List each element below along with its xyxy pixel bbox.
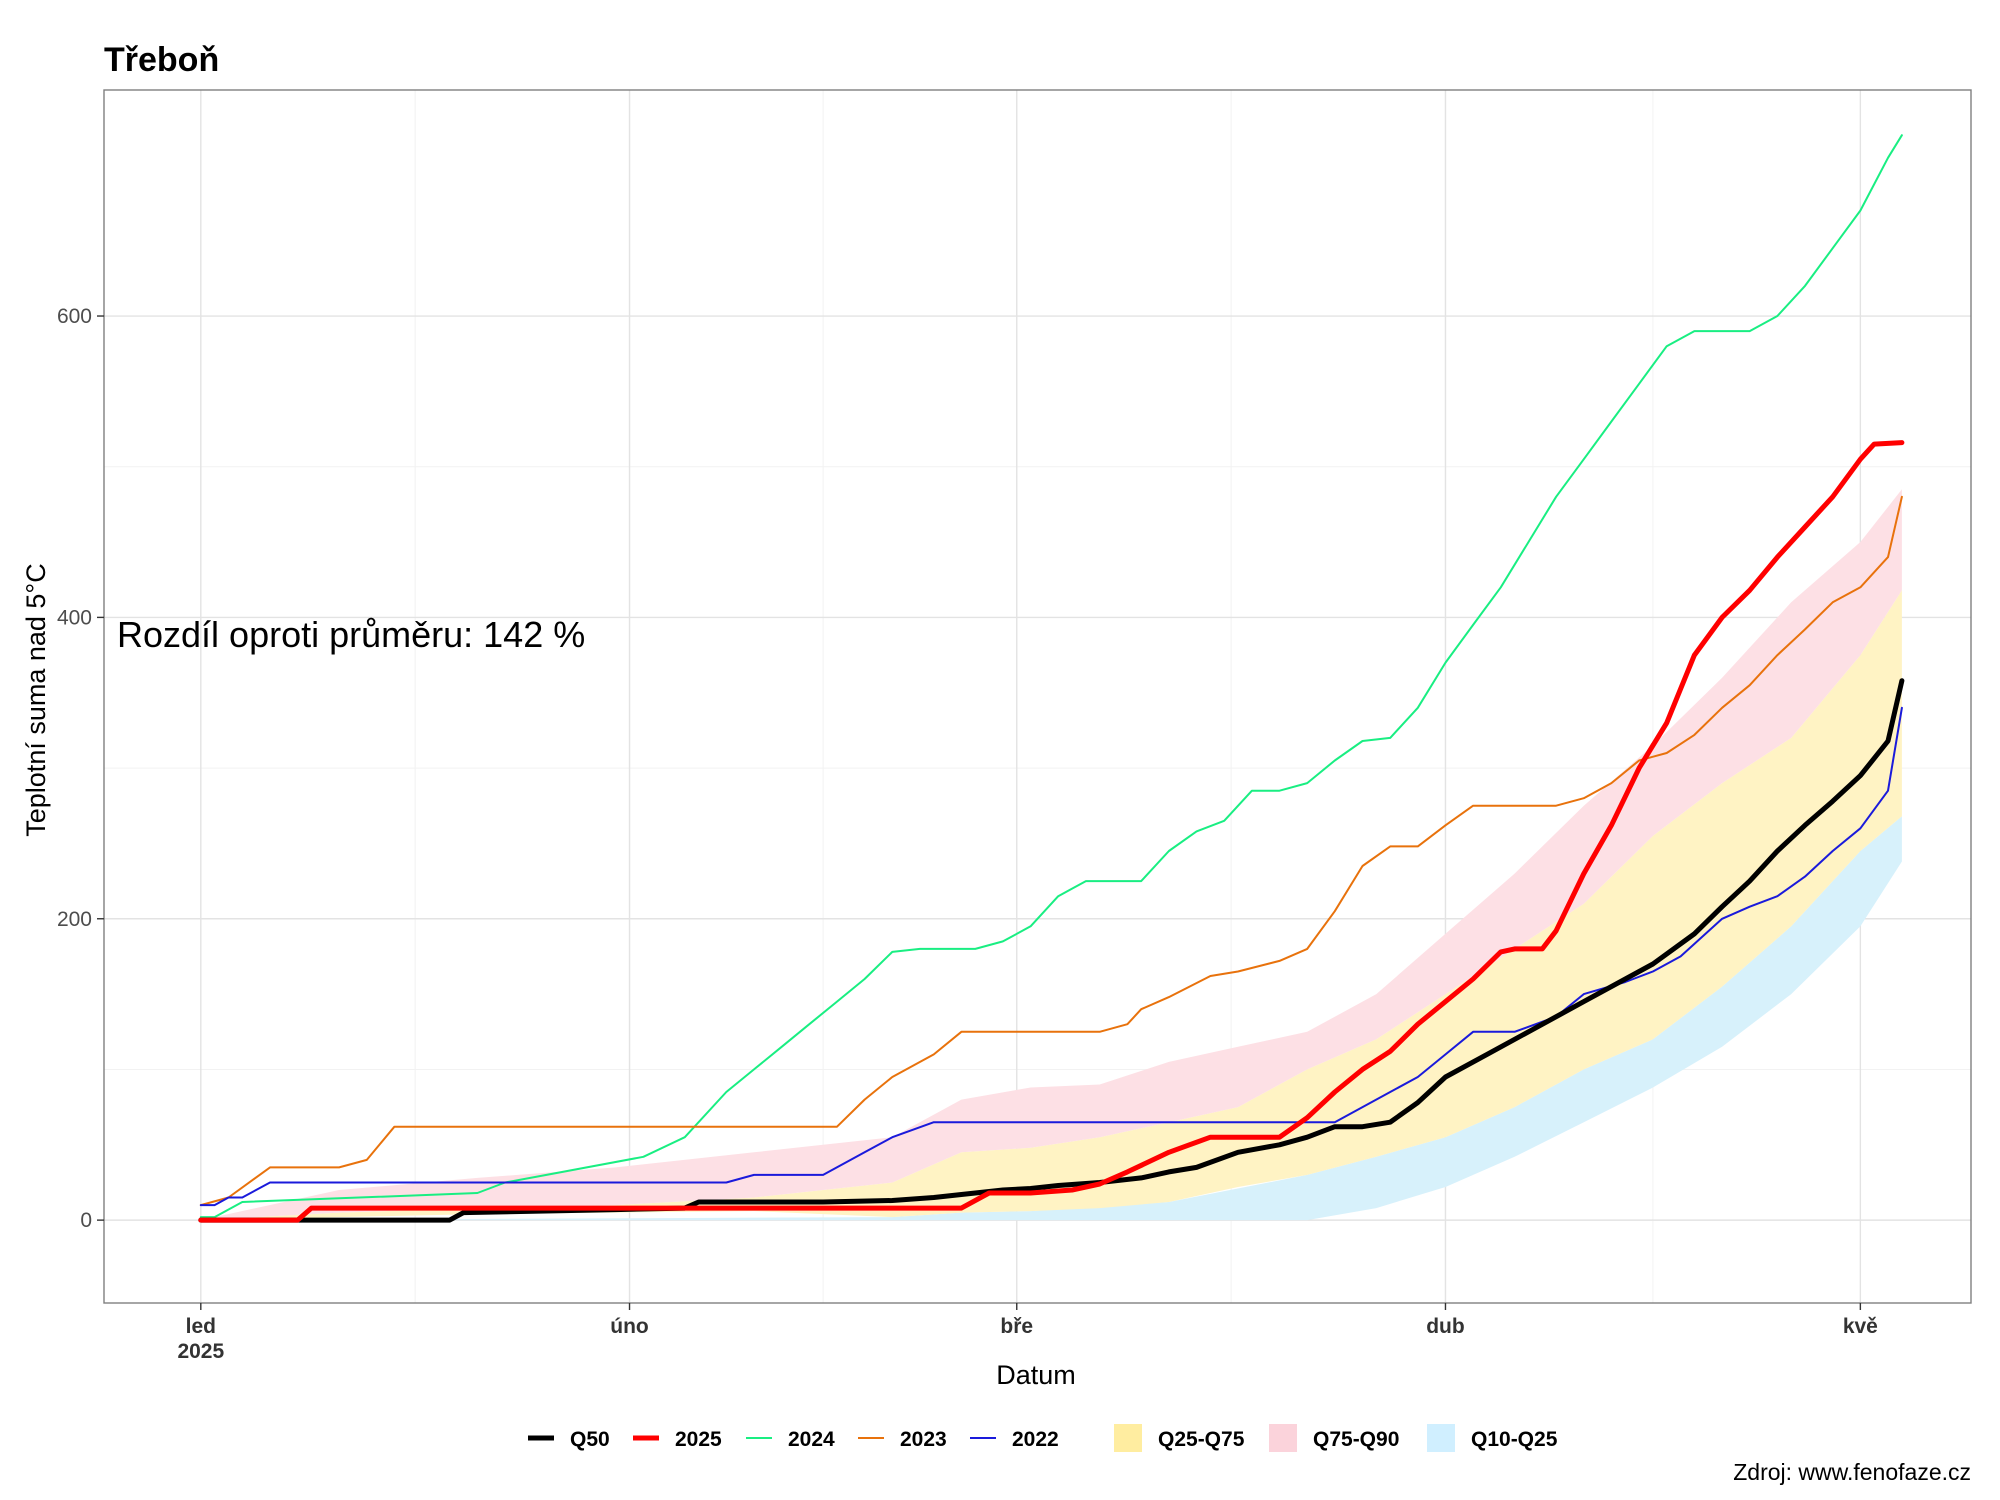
y-tick-label: 400 xyxy=(57,606,92,629)
y-tick-label: 200 xyxy=(57,908,92,931)
x-tick-year-label: 2025 xyxy=(177,1340,224,1363)
legend-label: Q75-Q90 xyxy=(1313,1428,1399,1451)
x-tick-label: úno xyxy=(610,1315,648,1338)
legend-key-q75-q90 xyxy=(1269,1424,1297,1452)
source-credit: Zdroj: www.fenofaze.cz xyxy=(1733,1459,1971,1485)
legend-label: Q25-Q75 xyxy=(1158,1428,1245,1451)
legend-key-q10-q25 xyxy=(1427,1424,1455,1452)
x-tick-label: bře xyxy=(1000,1315,1033,1338)
legend-label: 2023 xyxy=(900,1428,947,1451)
legend-label: 2024 xyxy=(788,1428,835,1451)
legend-label: Q10-Q25 xyxy=(1471,1428,1558,1451)
series-line-q50 xyxy=(198,678,1905,1223)
plot-border xyxy=(103,89,1972,1304)
x-axis-title: Datum xyxy=(996,1360,1076,1390)
series-line-2024 xyxy=(199,134,1903,1219)
x-tick-label: led xyxy=(186,1315,216,1338)
legend-label: 2022 xyxy=(1012,1428,1059,1451)
y-tick-label: 0 xyxy=(80,1209,92,1232)
legend-label: 2025 xyxy=(675,1428,722,1451)
chart-title: Třeboň xyxy=(104,41,219,79)
series-lines xyxy=(198,134,1905,1223)
series-line-2025 xyxy=(198,440,1905,1223)
legend-key-q25-q75 xyxy=(1114,1424,1142,1452)
x-tick-label: dub xyxy=(1426,1315,1464,1338)
y-tick-label: 600 xyxy=(57,305,92,328)
difference-annotation: Rozdíl oproti průměru: 142 % xyxy=(117,614,585,655)
legend-label: Q50 xyxy=(570,1428,610,1451)
y-axis-title: Teplotní suma nad 5°C xyxy=(21,563,51,836)
x-tick-label: kvě xyxy=(1843,1315,1878,1338)
series-line-2022 xyxy=(199,706,1903,1207)
legend: Q50 2025 2024 2023 2022 Q25-Q75 Q75-Q90 Q10-Q25 xyxy=(528,1424,1558,1452)
series-line-2023 xyxy=(199,495,1903,1207)
band-q75-q90 xyxy=(200,489,1902,1221)
